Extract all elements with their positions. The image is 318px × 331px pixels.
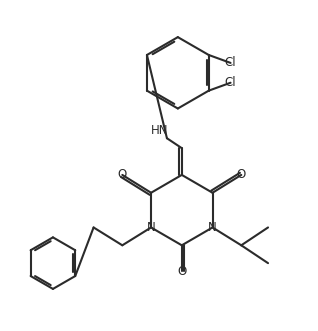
Text: N: N xyxy=(208,221,217,234)
Text: N: N xyxy=(147,221,156,234)
Text: O: O xyxy=(118,168,127,181)
Text: HN: HN xyxy=(151,124,169,137)
Text: O: O xyxy=(177,264,186,278)
Text: Cl: Cl xyxy=(225,56,236,70)
Text: O: O xyxy=(237,168,246,181)
Text: Cl: Cl xyxy=(225,76,236,89)
